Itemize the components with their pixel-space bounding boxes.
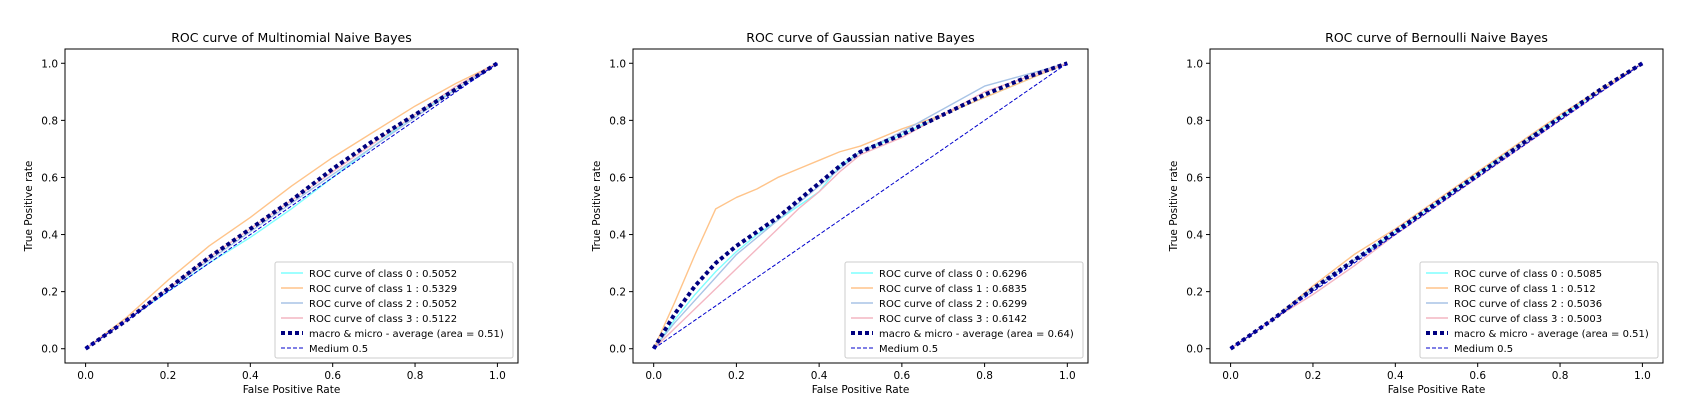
legend-label: macro & micro - average (area = 0.51) [1454,329,1649,340]
legend-label: ROC curve of class 0 : 0.6296 [879,269,1027,280]
series-line-5 [85,62,498,350]
legend-label: ROC curve of class 3 : 0.5122 [309,314,457,325]
x-tick-label: 0.0 [1222,370,1239,382]
y-tick-label: 0.2 [1186,287,1203,299]
series-line-2 [653,62,1068,350]
x-tick-label: 1.0 [489,370,506,382]
legend-label: ROC curve of class 2 : 0.6299 [879,299,1027,310]
legend: ROC curve of class 0 : 0.5052 ROC curve o… [274,261,514,359]
legend-label: ROC curve of class 1 : 0.512 [1454,284,1596,295]
legend: ROC curve of class 0 : 0.6296 ROC curve o… [844,261,1084,359]
y-tick-label: 1.0 [41,58,58,70]
series-line-1 [85,62,498,350]
y-tick-label: 0.0 [609,344,626,356]
legend-box [844,261,1084,359]
x-tick-label: 0.2 [1305,370,1322,382]
x-axis-label: False Positive Rate [812,384,910,396]
chart-panel-0: ROC curve of Multinomial Naive Bayes 0.0 0… [23,30,519,396]
series-line-4 [84,61,499,351]
x-tick-label: 0.0 [77,370,94,382]
legend-label: macro & micro - average (area = 0.64) [879,329,1074,340]
y-tick-label: 0.2 [609,287,626,299]
chart-panel-2: ROC curve of Bernoulli Naive Bayes 0.0 0.2… [1168,30,1664,396]
legend-box [274,261,514,359]
axes-frame [1209,48,1664,364]
x-tick-label: 0.4 [1387,370,1404,382]
x-tick-label: 1.0 [1634,370,1651,382]
legend-label: ROC curve of class 3 : 0.5003 [1454,314,1602,325]
chart-title: ROC curve of Gaussian native Bayes [746,30,974,45]
y-tick-label: 1.0 [1186,58,1203,70]
y-tick-label: 0.0 [41,344,58,356]
y-tick-label: 0.6 [1186,172,1203,184]
series-line-5 [1230,62,1643,350]
y-tick-label: 0.4 [1186,230,1203,242]
legend-label: macro & micro - average (area = 0.51) [309,329,504,340]
legend-box [1419,261,1659,359]
y-tick-label: 0.4 [609,230,626,242]
y-tick-label: 1.0 [609,58,626,70]
legend-label: ROC curve of class 0 : 0.5052 [309,269,457,280]
legend-label: ROC curve of class 3 : 0.6142 [879,314,1027,325]
x-tick-label: 0.6 [1469,370,1486,382]
axes-frame [632,48,1089,364]
legend-label: ROC curve of class 0 : 0.5085 [1454,269,1602,280]
x-tick-label: 0.2 [160,370,177,382]
x-tick-label: 0.8 [976,370,993,382]
x-tick-label: 0.0 [645,370,662,382]
legend-label: ROC curve of class 1 : 0.5329 [309,284,457,295]
y-tick-label: 0.6 [609,172,626,184]
y-tick-label: 0.2 [41,287,58,299]
x-tick-label: 0.8 [1552,370,1569,382]
y-tick-label: 0.0 [1186,344,1203,356]
series-line-3 [653,62,1068,350]
x-tick-label: 1.0 [1059,370,1076,382]
chart-title: ROC curve of Multinomial Naive Bayes [171,30,412,45]
legend: ROC curve of class 0 : 0.5085 ROC curve o… [1419,261,1659,359]
legend-label: Medium 0.5 [309,344,368,355]
y-tick-label: 0.8 [41,115,58,127]
x-axis-label: False Positive Rate [1388,384,1486,396]
legend-label: Medium 0.5 [879,344,938,355]
y-tick-label: 0.4 [41,230,58,242]
x-axis-label: False Positive Rate [243,384,341,396]
chart-title: ROC curve of Bernoulli Naive Bayes [1325,30,1548,45]
y-axis-label: True Positive rate [1168,161,1180,253]
legend-label: ROC curve of class 1 : 0.6835 [879,284,1027,295]
y-axis-label: True Positive rate [23,161,35,253]
x-tick-label: 0.4 [811,370,828,382]
y-tick-label: 0.8 [609,115,626,127]
chart-panel-1: ROC curve of Gaussian native Bayes 0.0 0.2… [591,30,1089,396]
x-tick-label: 0.6 [894,370,911,382]
x-tick-label: 0.2 [728,370,745,382]
legend-label: ROC curve of class 2 : 0.5052 [309,299,457,310]
x-tick-label: 0.6 [324,370,341,382]
legend-label: Medium 0.5 [1454,344,1513,355]
x-tick-label: 0.8 [407,370,424,382]
series-line-4 [651,61,1068,350]
series-line-4 [1229,61,1644,351]
y-axis-label: True Positive rate [591,161,603,253]
y-tick-label: 0.6 [41,172,58,184]
axes-frame [64,48,519,364]
y-tick-label: 0.8 [1186,115,1203,127]
x-tick-label: 0.4 [242,370,259,382]
legend-label: ROC curve of class 2 : 0.5036 [1454,299,1602,310]
